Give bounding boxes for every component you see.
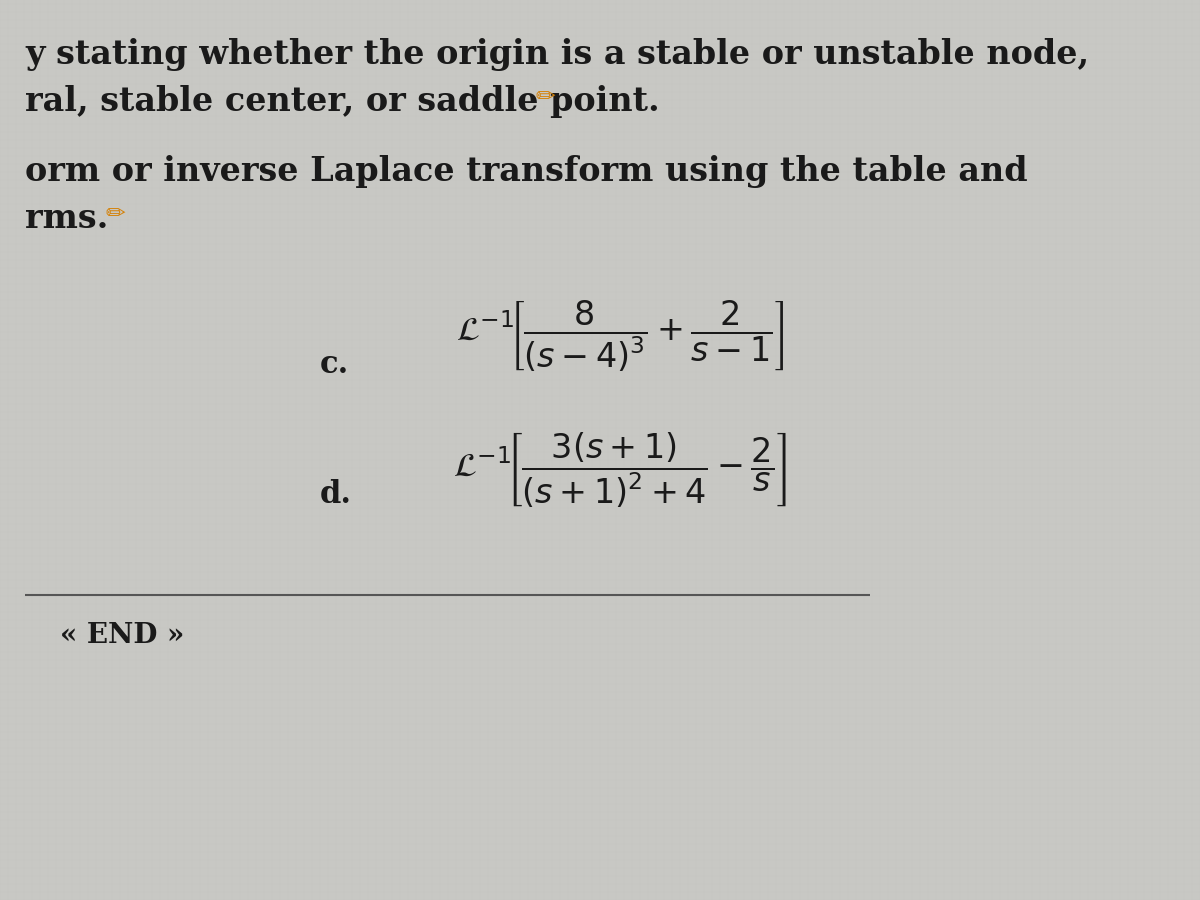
Text: d.: d.: [320, 479, 352, 510]
Text: ✏: ✏: [106, 202, 125, 226]
Text: ✏: ✏: [535, 85, 554, 109]
Text: orm or inverse Laplace transform using the table and: orm or inverse Laplace transform using t…: [25, 155, 1027, 188]
Text: $\mathcal{L}^{-1}\!\left[\dfrac{8}{(s-4)^3}+\dfrac{2}{s-1}\right]$: $\mathcal{L}^{-1}\!\left[\dfrac{8}{(s-4)…: [456, 298, 784, 373]
Text: « END »: « END »: [60, 622, 185, 649]
Text: $\mathcal{L}^{-1}\!\left[\dfrac{3(s+1)}{(s+1)^2+4}-\dfrac{2}{s}\right]$: $\mathcal{L}^{-1}\!\left[\dfrac{3(s+1)}{…: [454, 430, 787, 509]
Text: ral, stable center, or saddle point.: ral, stable center, or saddle point.: [25, 85, 660, 118]
Text: rms.: rms.: [25, 202, 108, 235]
Text: y stating whether the origin is a stable or unstable node,: y stating whether the origin is a stable…: [25, 38, 1090, 71]
Text: c.: c.: [320, 349, 349, 380]
